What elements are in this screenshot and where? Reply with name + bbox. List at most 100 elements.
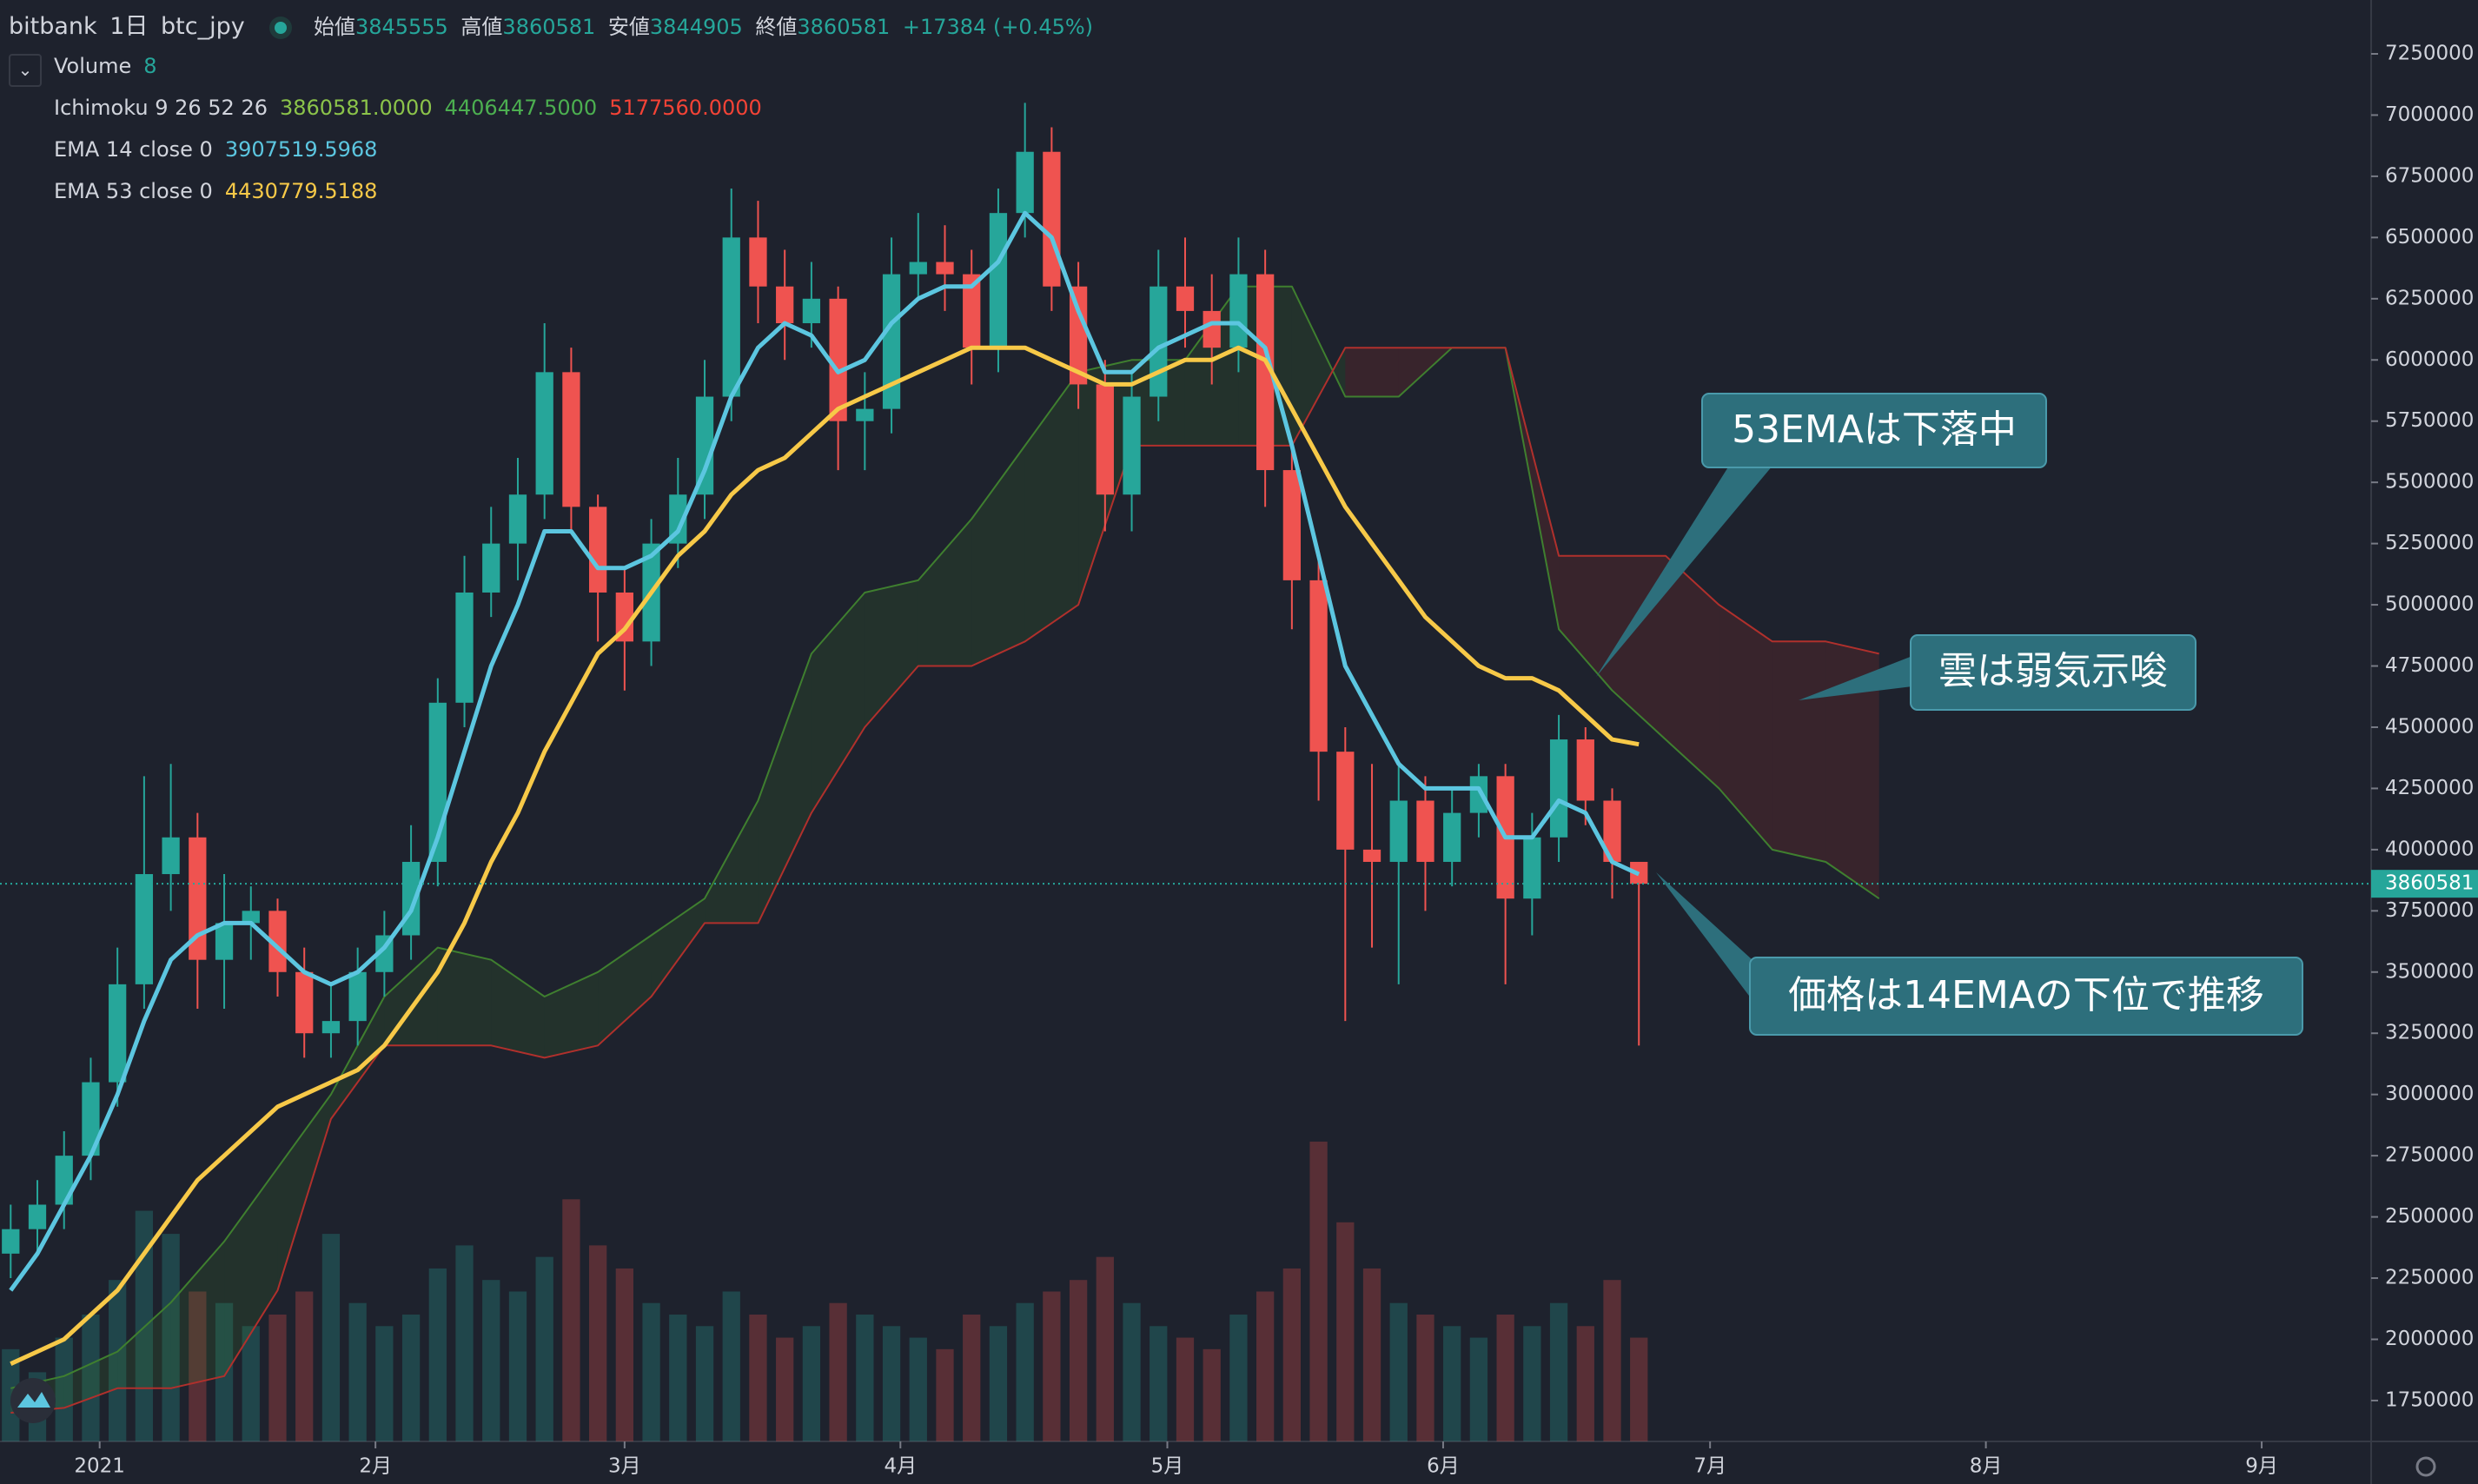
candle-body xyxy=(963,274,981,348)
cloud-fill xyxy=(1719,605,1772,850)
cloud-fill xyxy=(491,959,545,1058)
candle-body xyxy=(722,237,740,397)
candle-body xyxy=(615,592,633,642)
cloud-fill xyxy=(1665,555,1719,789)
candle-body xyxy=(829,298,847,421)
y-tick-label: 3000000 xyxy=(2385,1083,2474,1105)
cloud-fill xyxy=(651,898,706,997)
collapse-button[interactable]: ⌄ xyxy=(9,54,42,87)
x-tick-label: 6月 xyxy=(1427,1455,1460,1478)
volume-bar xyxy=(989,1326,1008,1441)
y-tick-label: 2500000 xyxy=(2385,1205,2474,1228)
volume-bar xyxy=(295,1291,314,1441)
volume-bar xyxy=(1469,1337,1488,1441)
volume-bar xyxy=(1336,1222,1355,1441)
interval: 1日 xyxy=(109,13,149,40)
candle-body xyxy=(989,213,1008,348)
cloud-fill xyxy=(437,947,492,1046)
settings-icon[interactable] xyxy=(2415,1456,2436,1477)
candle-body xyxy=(135,874,154,984)
legend-name: Volume xyxy=(54,54,132,78)
y-tick-label: 4500000 xyxy=(2385,715,2474,738)
volume-bar xyxy=(1389,1302,1408,1441)
candle-body xyxy=(776,286,794,323)
cloud-fill xyxy=(544,971,599,1058)
cloud-fill xyxy=(918,519,972,666)
y-tick-label: 6000000 xyxy=(2385,348,2474,371)
y-tick-label: 5250000 xyxy=(2385,532,2474,554)
y-tick-label: 3250000 xyxy=(2385,1022,2474,1044)
legend-volume: Volume 8 xyxy=(54,54,169,78)
candle-body xyxy=(749,237,767,287)
volume-bar xyxy=(695,1326,714,1441)
cloud-span-a xyxy=(10,285,1880,1389)
y-tick-label: 7250000 xyxy=(2385,42,2474,64)
cloud-fill xyxy=(758,653,812,924)
y-tick-label: 3750000 xyxy=(2385,899,2474,922)
legend-value: 3907519.5968 xyxy=(224,137,378,162)
volume-bar xyxy=(1150,1326,1168,1441)
volume-bar xyxy=(1416,1315,1434,1441)
header: bitbank 1日 btc_jpy 始値3845555 高値3860581 安… xyxy=(9,7,1098,41)
ohlc-label: 高値 xyxy=(460,15,503,39)
volume-bar xyxy=(589,1245,607,1441)
volume-bar xyxy=(1123,1302,1141,1441)
symbol: btc_jpy xyxy=(161,13,245,40)
y-tick-label: 2750000 xyxy=(2385,1144,2474,1167)
candle-body xyxy=(1203,310,1221,348)
volume-bar xyxy=(321,1234,341,1441)
candle-body xyxy=(1416,800,1434,862)
x-tick-label: 3月 xyxy=(608,1455,641,1478)
y-tick-label: 4000000 xyxy=(2385,838,2474,860)
volume-bar xyxy=(268,1315,287,1441)
volume-bar xyxy=(669,1315,687,1441)
volume-bar xyxy=(1176,1337,1195,1441)
candle-body xyxy=(1150,286,1168,397)
volume-bar xyxy=(722,1291,740,1441)
annotation-box xyxy=(1749,957,2303,1036)
volume-bar xyxy=(1443,1326,1461,1441)
candle-body xyxy=(455,592,474,703)
volume-bar xyxy=(162,1234,180,1441)
candle-body xyxy=(1256,274,1275,471)
candle-body xyxy=(1043,151,1061,287)
volume-bar xyxy=(55,1337,73,1441)
candle-body xyxy=(1016,151,1034,214)
ohlc-value: 3844905 xyxy=(649,15,743,39)
cloud-fill xyxy=(277,1094,331,1291)
volume-bar xyxy=(562,1199,580,1441)
candle-body xyxy=(535,372,553,495)
annotation-text: 価格は14EMAの下位で推移 xyxy=(1788,973,2264,1017)
volume-bar xyxy=(455,1245,474,1441)
legend-value: 3860581.0000 xyxy=(280,96,433,120)
volume-bar xyxy=(802,1326,821,1441)
callout-pointer xyxy=(1799,656,1912,700)
volume-bar xyxy=(1069,1280,1088,1441)
last-price-tag xyxy=(2371,870,2478,898)
x-tick-label: 7月 xyxy=(1693,1455,1726,1478)
candle-body xyxy=(1389,800,1408,862)
candle-body xyxy=(882,274,901,409)
candle-body xyxy=(909,262,927,275)
volume-bar xyxy=(1096,1256,1114,1441)
x-tick-label: 2月 xyxy=(359,1455,392,1478)
candle-body xyxy=(1176,286,1195,311)
volume-bar xyxy=(1549,1302,1568,1441)
cloud-fill xyxy=(1559,555,1613,691)
candle-body xyxy=(1336,752,1355,850)
ohlc-label: 始値 xyxy=(313,15,355,39)
volume-bar xyxy=(882,1326,901,1441)
volume-bar xyxy=(508,1291,527,1441)
cloud-fill xyxy=(1024,372,1079,642)
candle-body xyxy=(268,911,287,972)
volume-bar xyxy=(909,1337,927,1441)
annotation-box xyxy=(1910,634,2196,711)
candle-body xyxy=(1576,739,1594,801)
candle-body xyxy=(482,543,500,593)
legend-value: 5177560.0000 xyxy=(609,96,762,120)
annotation-text: 53EMAは下落中 xyxy=(1732,407,2017,452)
candle-body xyxy=(1549,739,1568,838)
